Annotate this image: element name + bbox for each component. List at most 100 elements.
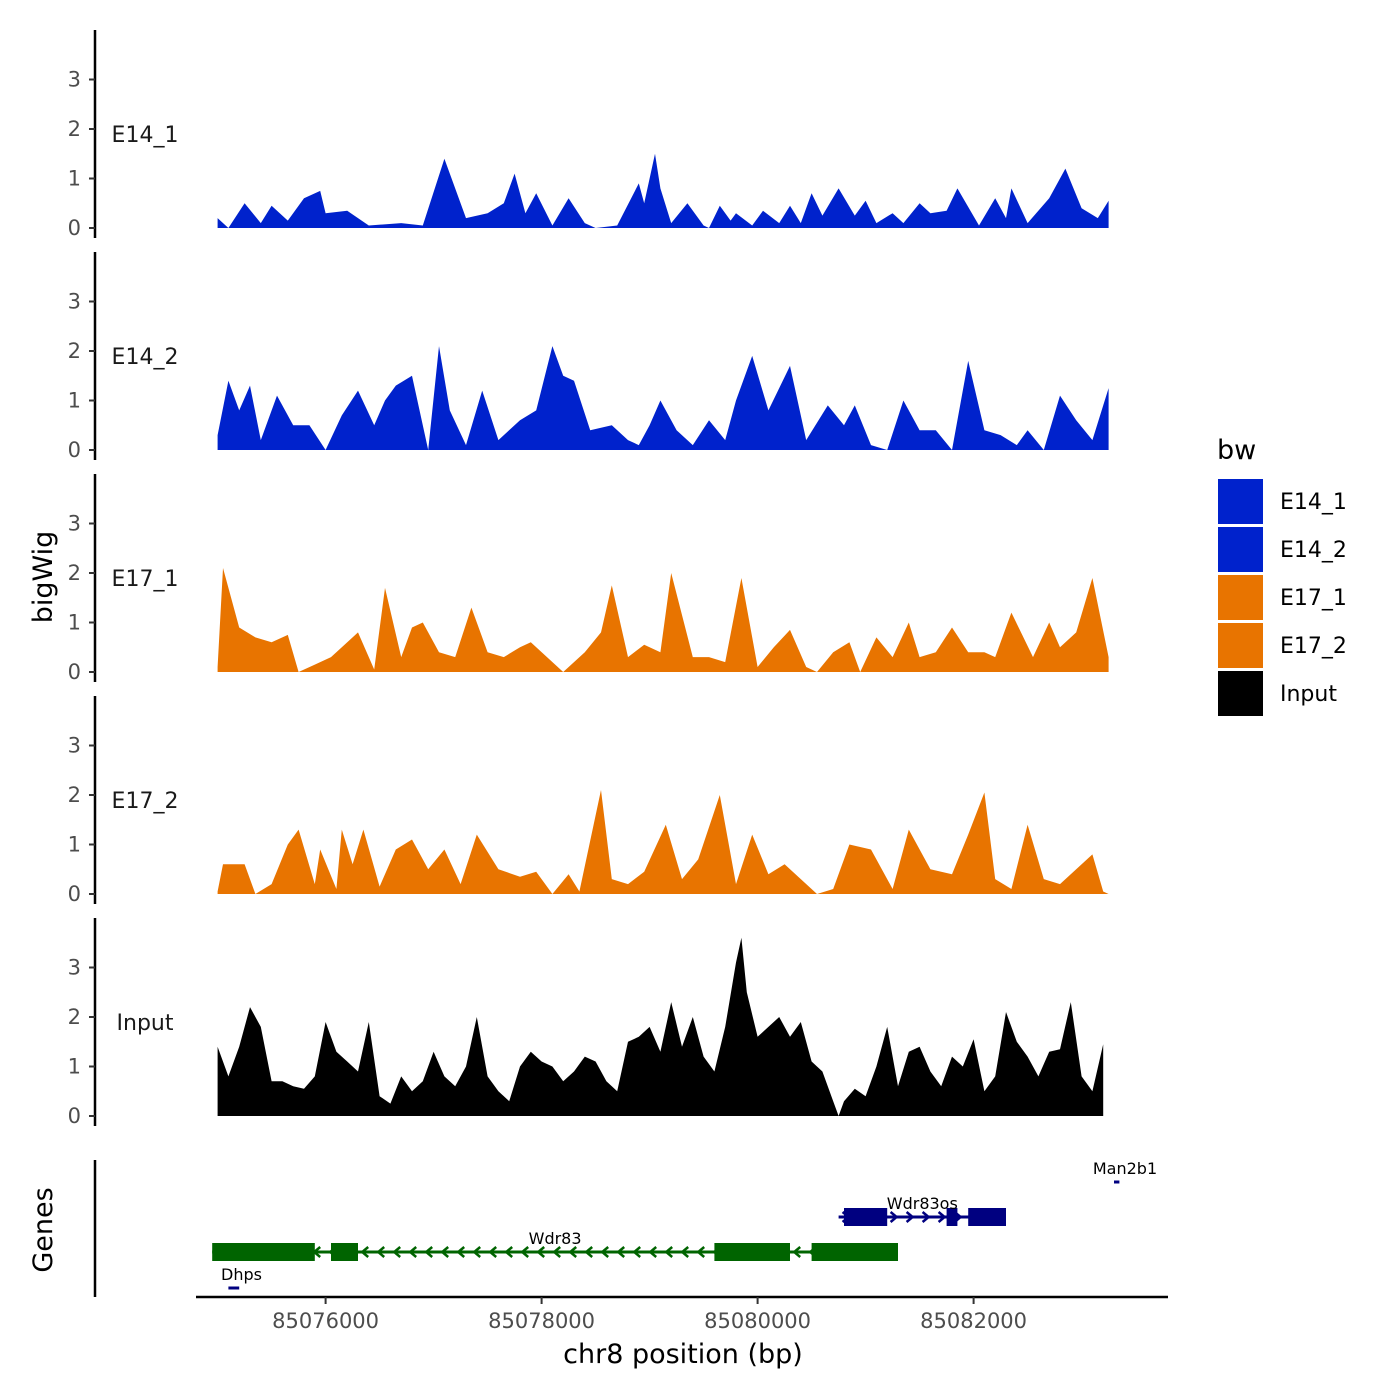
signal-area-E17_1 [217, 568, 1109, 672]
strand-arrow-icon [568, 1246, 578, 1258]
gene-Wdr83: Wdr83 [212, 1229, 898, 1261]
y-tick-label: 2 [68, 561, 81, 585]
legend-item-E17_1: E17_1 [1218, 575, 1347, 620]
legend-swatch [1218, 575, 1263, 620]
gene-Man2b1: Man2b1 [1093, 1159, 1157, 1184]
track-label-E17_1: E17_1 [112, 567, 179, 592]
y-tick-label: 3 [68, 68, 81, 92]
y-tick-label: 3 [68, 956, 81, 980]
legend-swatch [1218, 479, 1263, 524]
gene-exon [946, 1208, 958, 1226]
gene-exon [331, 1243, 358, 1261]
strand-arrow-icon [536, 1246, 546, 1258]
signal-area-Input [217, 937, 1104, 1116]
legend-label: E17_2 [1280, 634, 1347, 659]
y-tick-label: 3 [68, 734, 81, 758]
y-tick-label: 1 [68, 1055, 81, 1079]
strand-arrow-icon [584, 1246, 594, 1258]
strand-arrow-icon [424, 1246, 434, 1258]
strand-arrow-icon [392, 1246, 402, 1258]
strand-arrow-icon [488, 1246, 498, 1258]
y-tick-label: 3 [68, 290, 81, 314]
track-label-E17_2: E17_2 [112, 789, 179, 814]
strand-arrow-icon [889, 1211, 899, 1223]
gene-label-Man2b1: Man2b1 [1093, 1159, 1157, 1178]
legend-label: Input [1280, 682, 1337, 707]
strand-arrow-icon [664, 1246, 674, 1258]
x-axis: 85076000 85078000 85080000 85082000 [196, 1295, 1168, 1333]
track-E14_2: 0 1 2 3 E14_2 [68, 252, 1109, 462]
track-label-Input: Input [117, 1011, 174, 1036]
legend-item-Input: Input [1218, 671, 1337, 716]
y-tick-label: 1 [68, 611, 81, 635]
y-tick-label: 1 [68, 833, 81, 857]
strand-arrow-icon [360, 1246, 370, 1258]
strand-arrow-icon [648, 1246, 658, 1258]
strand-arrow-icon [440, 1246, 450, 1258]
gene-Dhps: Dhps [221, 1265, 262, 1290]
y-tick-label: 0 [68, 882, 81, 906]
strand-arrow-icon [921, 1211, 931, 1223]
y-tick-label: 2 [68, 117, 81, 141]
strand-arrow-icon [504, 1246, 514, 1258]
gene-track: Dhps Wdr83 Wdr83os Man2b1 [93, 1159, 1157, 1297]
genes-axis-title: Genes [28, 1187, 59, 1272]
strand-arrow-icon [696, 1246, 706, 1258]
legend-item-E17_2: E17_2 [1218, 623, 1347, 668]
x-tick-label: 85082000 [920, 1309, 1027, 1333]
y-tick-label: 2 [68, 339, 81, 363]
gene-exon [714, 1243, 790, 1261]
x-axis-title: chr8 position (bp) [563, 1339, 803, 1370]
legend-swatch [1218, 623, 1263, 668]
track-E14_1: 0 1 2 3 E14_1 [68, 30, 1109, 240]
legend-item-E14_2: E14_2 [1218, 527, 1347, 572]
strand-arrow-icon [472, 1246, 482, 1258]
gene-exon [811, 1243, 898, 1261]
legend-label: E14_2 [1280, 538, 1347, 563]
gene-exon [212, 1243, 315, 1261]
strand-arrow-icon [937, 1211, 947, 1223]
y-tick-label: 1 [68, 389, 81, 413]
strand-arrow-icon [376, 1246, 386, 1258]
legend-label: E14_1 [1280, 490, 1347, 515]
strand-arrow-icon [905, 1211, 915, 1223]
signal-area-E14_1 [217, 153, 1109, 228]
strand-arrow-icon [792, 1246, 802, 1258]
gene-label-Wdr83os: Wdr83os [887, 1194, 958, 1213]
track-Input: 0 1 2 3 Input [68, 918, 1104, 1128]
strand-arrow-icon [520, 1246, 530, 1258]
signal-area-E17_2 [217, 790, 1109, 894]
x-tick-label: 85078000 [488, 1309, 595, 1333]
strand-arrow-icon [616, 1246, 626, 1258]
x-tick-label: 85076000 [272, 1309, 379, 1333]
track-label-E14_2: E14_2 [112, 345, 179, 370]
signal-tracks: 0 1 2 3 E14_1 0 1 2 3 E14_2 0 1 2 3 E17_1 0 1 2 3 E17_2 0 1 2 3… [68, 30, 1109, 1128]
strand-arrow-icon [408, 1246, 418, 1258]
legend-label: E17_1 [1280, 586, 1347, 611]
strand-arrow-icon [456, 1246, 466, 1258]
legend-title: bw [1217, 435, 1256, 466]
signal-area-E14_2 [217, 346, 1109, 450]
legend: E14_1 E14_2 E17_1 E17_2 Input [1218, 479, 1347, 716]
gene-Wdr83os: Wdr83os [838, 1194, 1006, 1226]
strand-arrow-icon [680, 1246, 690, 1258]
y-tick-label: 0 [68, 438, 81, 462]
x-tick-label: 85080000 [704, 1309, 811, 1333]
y-tick-label: 2 [68, 1005, 81, 1029]
legend-swatch [1218, 527, 1263, 572]
y-tick-label: 2 [68, 783, 81, 807]
y-axis-title: bigWig [28, 531, 59, 624]
y-tick-label: 1 [68, 167, 81, 191]
gene-exon [844, 1208, 888, 1226]
track-E17_2: 0 1 2 3 E17_2 [68, 696, 1109, 906]
strand-arrow-icon [552, 1246, 562, 1258]
y-tick-label: 3 [68, 512, 81, 536]
gene-exon [968, 1208, 1006, 1226]
strand-arrow-icon [600, 1246, 610, 1258]
y-tick-label: 0 [68, 216, 81, 240]
gene-label-Dhps: Dhps [221, 1265, 262, 1284]
track-E17_1: 0 1 2 3 E17_1 [68, 474, 1109, 684]
y-tick-label: 0 [68, 660, 81, 684]
legend-swatch [1218, 671, 1263, 716]
